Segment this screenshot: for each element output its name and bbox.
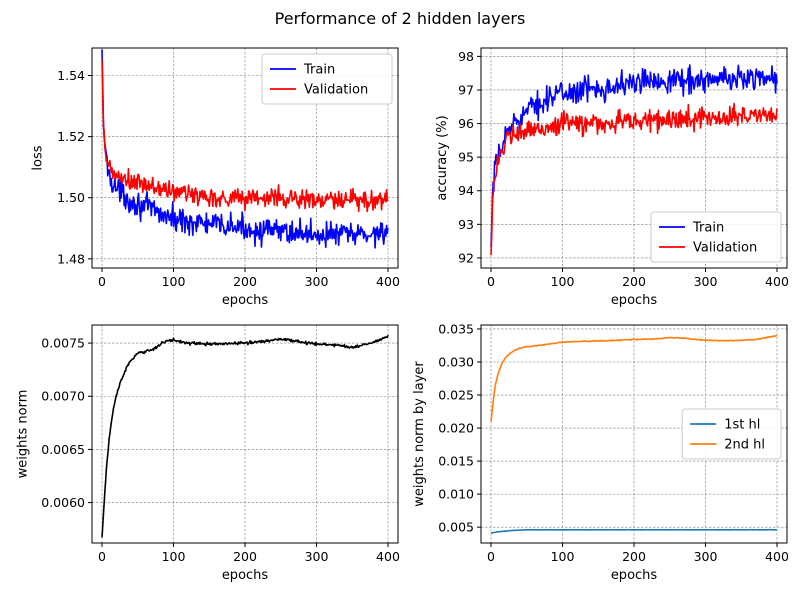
x-tick-label: 400 bbox=[765, 274, 789, 289]
legend-label: Validation bbox=[304, 83, 368, 98]
y-tick-label: 0.005 bbox=[438, 520, 474, 535]
y-tick-label: 96 bbox=[458, 116, 474, 131]
x-tick-label: 300 bbox=[694, 274, 718, 289]
y-tick-label: 95 bbox=[458, 150, 474, 165]
x-tick-label: 400 bbox=[765, 549, 789, 564]
y-tick-label: 0.0075 bbox=[41, 336, 85, 351]
x-axis-label: epochs bbox=[611, 568, 658, 583]
y-tick-label: 0.010 bbox=[438, 487, 474, 502]
legend-box bbox=[650, 211, 782, 263]
accuracy-chart: 0 100 200 300 400 92 93 94 95 96 97 98 epochs accurac… bbox=[435, 47, 789, 308]
y-tick-label: 0.020 bbox=[438, 421, 474, 436]
series-line-train bbox=[490, 64, 778, 247]
x-tick-label: 400 bbox=[376, 274, 400, 289]
y-tick-label: 0.030 bbox=[438, 354, 474, 369]
series-line-2nd-hl bbox=[490, 334, 778, 422]
x-tick-label: 300 bbox=[694, 549, 718, 564]
y-axis-label: weights norm bbox=[15, 390, 30, 479]
loss-chart: 0 100 200 300 400 1.48 1.50 1.52 1.54 epochs loss T… bbox=[31, 47, 400, 308]
x-tick-label: 0 bbox=[487, 274, 495, 289]
y-axis-label: accuracy (%) bbox=[435, 115, 450, 200]
y-tick-label: 93 bbox=[458, 217, 474, 232]
x-tick-label: 200 bbox=[233, 274, 257, 289]
y-tick-label: 1.52 bbox=[57, 129, 85, 144]
y-tick-label: 97 bbox=[458, 82, 474, 97]
y-tick-label: 0.0060 bbox=[41, 495, 85, 510]
y-tick-label: 0.015 bbox=[438, 454, 474, 469]
x-tick-label: 100 bbox=[551, 274, 575, 289]
y-tick-label: 94 bbox=[458, 183, 474, 198]
x-tick-label: 300 bbox=[305, 274, 329, 289]
y-axis-label: loss bbox=[31, 145, 46, 170]
y-tick-label: 0.0070 bbox=[41, 389, 85, 404]
legend-box bbox=[261, 53, 393, 105]
y-tick-label: 1.48 bbox=[57, 251, 85, 266]
figure-title: Performance of 2 hidden layers bbox=[274, 9, 526, 28]
x-tick-label: 200 bbox=[622, 549, 646, 564]
legend: Train Validation bbox=[261, 53, 393, 105]
legend: Train Validation bbox=[650, 211, 782, 263]
y-tick-label: 1.50 bbox=[57, 190, 85, 205]
series-line-1st-hl bbox=[490, 528, 778, 534]
y-tick-label: 98 bbox=[458, 49, 474, 64]
x-tick-label: 100 bbox=[162, 274, 186, 289]
x-tick-label: 0 bbox=[487, 549, 495, 564]
legend: 1st hl 2nd hl bbox=[681, 408, 782, 460]
legend-label: Validation bbox=[693, 241, 757, 256]
x-tick-label: 0 bbox=[98, 274, 106, 289]
x-tick-label: 400 bbox=[376, 549, 400, 564]
legend-label: Train bbox=[692, 221, 724, 236]
x-axis-label: epochs bbox=[222, 293, 269, 308]
weights-norm-by-layer-chart: 0 100 200 300 400 0.005 0.010 0.015 0.020 0.025 0.… bbox=[412, 321, 789, 583]
y-tick-label: 0.0065 bbox=[41, 442, 85, 457]
x-axis-label: epochs bbox=[222, 568, 269, 583]
x-tick-label: 0 bbox=[98, 549, 106, 564]
x-tick-label: 200 bbox=[622, 274, 646, 289]
series-line-main bbox=[101, 334, 389, 538]
y-tick-label: 1.54 bbox=[57, 68, 85, 83]
weights-norm-chart: 0 100 200 300 400 0.0060 0.0065 0.0070 0.0075 epo… bbox=[15, 324, 400, 583]
y-tick-label: 92 bbox=[458, 250, 474, 265]
x-tick-label: 100 bbox=[162, 549, 186, 564]
y-tick-label: 0.035 bbox=[438, 321, 474, 336]
series-line-train bbox=[101, 49, 389, 249]
x-tick-label: 200 bbox=[233, 549, 257, 564]
y-tick-label: 0.025 bbox=[438, 388, 474, 403]
legend-label: 1st hl bbox=[724, 418, 760, 433]
x-tick-label: 100 bbox=[551, 549, 575, 564]
legend-label: 2nd hl bbox=[724, 438, 765, 453]
series-line-validation bbox=[490, 102, 778, 256]
legend-label: Train bbox=[303, 63, 335, 78]
y-axis-label: weights norm by layer bbox=[412, 361, 427, 507]
series-line-validation bbox=[101, 59, 389, 213]
x-tick-label: 300 bbox=[305, 549, 329, 564]
legend-box bbox=[681, 408, 782, 460]
x-axis-label: epochs bbox=[611, 293, 658, 308]
